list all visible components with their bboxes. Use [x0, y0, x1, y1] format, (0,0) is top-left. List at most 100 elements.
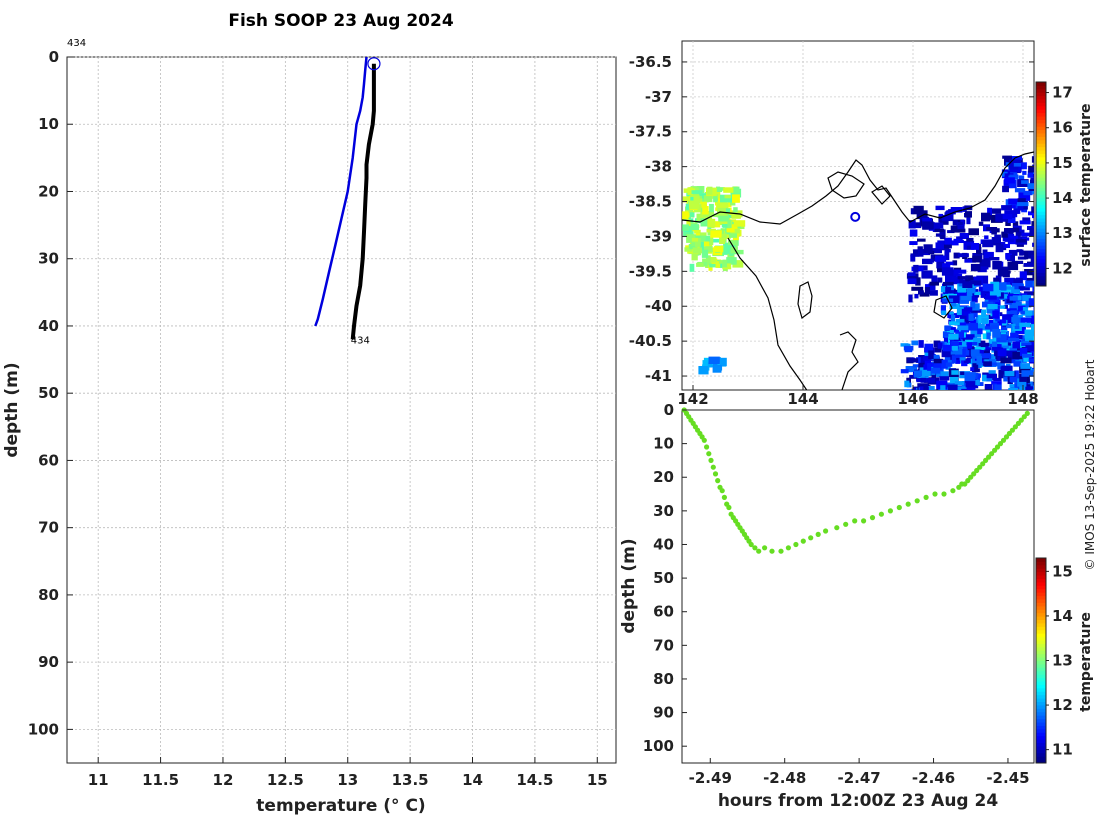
sst-cell [924, 287, 930, 295]
colorbar-segment [1036, 670, 1046, 675]
sst-cell [933, 358, 944, 365]
sst-cell [962, 346, 970, 356]
colorbar-segment [1036, 684, 1046, 689]
sst-cell [968, 322, 978, 331]
profile-chart: 11 11.5 12 12.5 13 13.5 14 14.5 15 0 10 20 30 40 50 60… [2, 11, 617, 816]
sst-cell [1023, 190, 1033, 196]
sst-cell [972, 255, 982, 263]
sst-cell [1007, 354, 1014, 360]
sst-cell [728, 230, 737, 238]
sst-cell [731, 212, 741, 219]
sst-cell [696, 186, 705, 194]
sst-cell [1002, 314, 1014, 323]
profile-x-tick-label: 12 [213, 771, 234, 789]
sst-cell [728, 213, 735, 219]
coastline-port-phillip [827, 171, 865, 199]
sst-cell [917, 246, 923, 250]
timeseries-points [681, 407, 1030, 554]
data-point [965, 478, 971, 484]
colorbar-segment [1036, 571, 1046, 576]
profile-y-tick-label: 60 [38, 451, 59, 469]
sst-cell [696, 233, 701, 238]
sst-cell [995, 213, 1007, 222]
colorbar-segment [1036, 224, 1046, 229]
sst-cell [957, 325, 969, 331]
data-point [1006, 430, 1013, 437]
sst-cell [1002, 214, 1013, 220]
colorbar-segment [1036, 636, 1046, 641]
sst-cell [1019, 373, 1027, 382]
sst-cell [704, 235, 710, 242]
profile-x-tick-label: 12.5 [267, 771, 304, 789]
sst-cell [994, 234, 1001, 244]
sst-cell [689, 263, 695, 272]
sst-cell [900, 369, 909, 374]
profile-y-tick-label: 100 [28, 720, 59, 738]
sst-cell [712, 213, 722, 218]
data-point [769, 548, 775, 554]
colorbar-segment [1036, 749, 1046, 754]
colorbar-segment [1036, 646, 1046, 651]
sst-cell [903, 389, 913, 390]
colorbar-segment [1036, 92, 1046, 97]
sst-cell [923, 244, 933, 254]
sst-cell [935, 205, 945, 211]
sst-cell [691, 239, 698, 248]
sst-cell [993, 305, 1000, 315]
sst-cell [1001, 231, 1008, 238]
sst-cell [1011, 156, 1022, 161]
colorbar-segment [1036, 660, 1046, 665]
sst-cell [695, 235, 701, 239]
sst-cell [936, 260, 945, 269]
colorbar-segment [1036, 687, 1046, 692]
sst-cell [945, 274, 956, 283]
sst-cell [1004, 228, 1014, 234]
sst-cell [1009, 302, 1022, 311]
coastline-flinders-island [933, 295, 953, 319]
colorbar-segment [1036, 595, 1046, 600]
colorbar-segment [1036, 170, 1046, 175]
sst-cell [977, 328, 983, 335]
sst-cell [918, 362, 925, 370]
sst-cell [1028, 165, 1034, 173]
sst-cell [950, 225, 958, 233]
sst-cell [1027, 171, 1033, 178]
sst-cell [940, 385, 946, 390]
colorbar-segment [1036, 272, 1046, 277]
colorbar-segment [1036, 248, 1046, 253]
timeseries-y-tick-label: 20 [653, 468, 674, 486]
profile-y-tick-label: 50 [38, 384, 59, 402]
colorbar-segment [1036, 609, 1046, 614]
sst-cell [948, 298, 954, 303]
sst-cell [990, 281, 1000, 291]
sst-cell [1001, 205, 1012, 211]
colorbar-segment [1036, 221, 1046, 226]
sst-cell [945, 286, 952, 294]
sst-cell [707, 362, 713, 368]
colorbar-segment [1036, 629, 1046, 634]
sst-cell [1001, 365, 1013, 371]
sst-cell [923, 355, 930, 361]
sst-cell [1018, 192, 1031, 201]
sst-cell [965, 379, 977, 388]
sst-cell [961, 308, 971, 316]
data-point [721, 494, 728, 500]
sst-cell [930, 254, 936, 262]
data-point [1024, 410, 1030, 416]
sst-cell [702, 360, 713, 368]
sst-cell [1029, 227, 1034, 237]
sst-cell [991, 208, 1002, 214]
sst-cell [916, 210, 928, 220]
timeseries-x-tick-label: -2.46 [912, 769, 955, 787]
sst-cell [928, 283, 936, 291]
profile-x-tick-label: 11 [88, 771, 109, 789]
data-point [1000, 437, 1007, 443]
sst-cell [907, 272, 916, 276]
data-point [977, 464, 983, 470]
data-point [914, 498, 920, 504]
sst-cell [997, 269, 1008, 277]
sst-cell [991, 362, 997, 366]
sst-cell [980, 291, 986, 298]
sst-cell [1006, 310, 1017, 315]
sst-cell [1024, 269, 1034, 276]
